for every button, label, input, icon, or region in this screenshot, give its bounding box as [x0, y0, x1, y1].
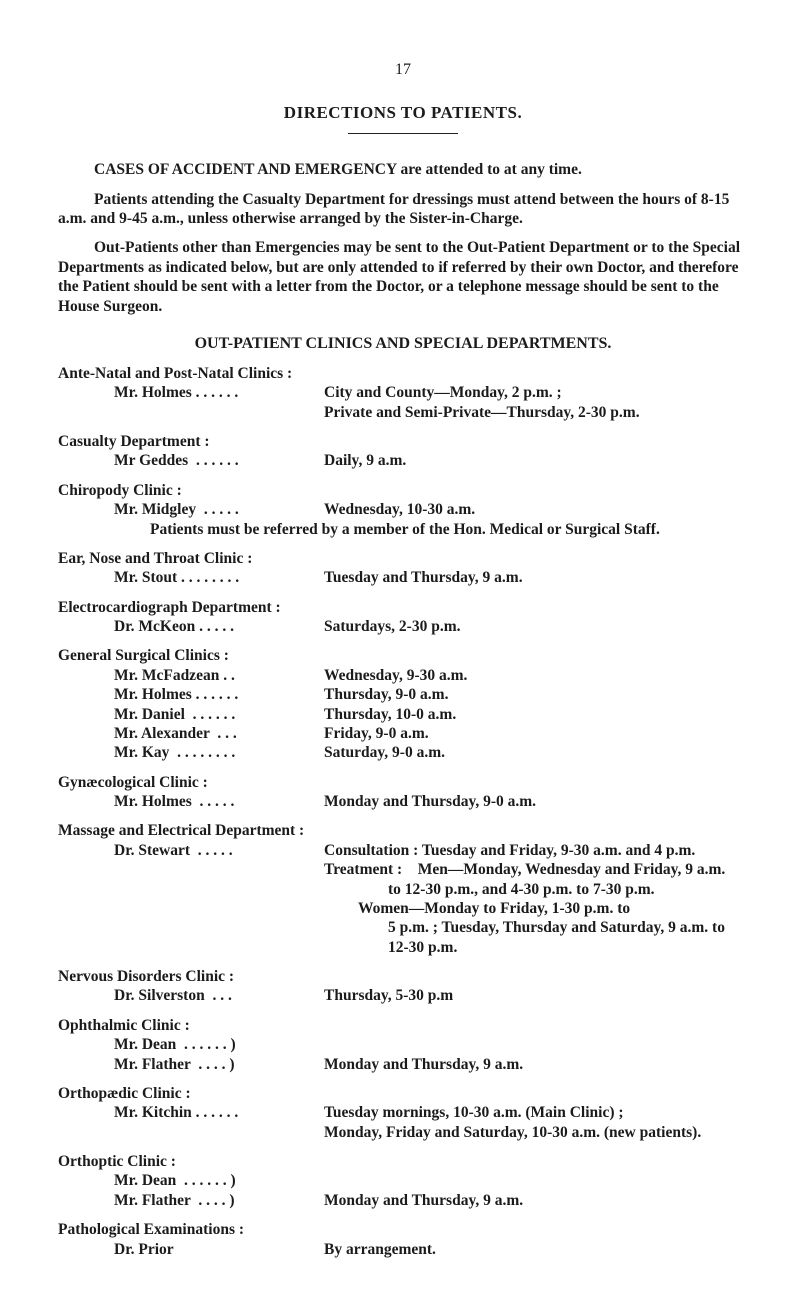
orthoptic-head: Orthoptic Clinic :	[58, 1152, 748, 1171]
gyn-val: Monday and Thursday, 9-0 a.m.	[324, 792, 748, 811]
page-number: 17	[58, 60, 748, 80]
chiropody-note: Patients must be referred by a member of…	[58, 520, 748, 539]
ante-val2: Private and Semi-Private—Thursday, 2-30 …	[324, 403, 748, 422]
ante-name: Mr. Holmes . . . . . .	[58, 383, 324, 402]
ortho-row2: Monday, Friday and Saturday, 10-30 a.m. …	[58, 1123, 748, 1142]
electro-name: Dr. McKeon . . . . .	[58, 617, 324, 636]
nervous-row: Dr. Silverston . . . Thursday, 5-30 p.m	[58, 986, 748, 1005]
gyn-name: Mr. Holmes . . . . .	[58, 792, 324, 811]
general-head: General Surgical Clinics :	[58, 646, 748, 665]
path-row: Dr. Prior By arrangement.	[58, 1240, 748, 1259]
casualty-row: Mr Geddes . . . . . . Daily, 9 a.m.	[58, 451, 748, 470]
ortho-head: Orthopædic Clinic :	[58, 1084, 748, 1103]
massage-spacer1	[58, 860, 324, 879]
massage-t2b: 5 p.m. ; Tuesday, Thursday and Saturday,…	[58, 918, 748, 957]
ortho-spacer	[58, 1123, 324, 1142]
oph-row2: Mr. Flather . . . . ) Monday and Thursda…	[58, 1055, 748, 1074]
ante-row: Mr. Holmes . . . . . . City and County—M…	[58, 383, 748, 402]
general-name-1: Mr. Holmes . . . . . .	[58, 685, 324, 704]
massage-c-label: Consultation :	[324, 842, 418, 859]
para-cases-of-accident: CASES OF ACCIDENT AND EMERGENCY are atte…	[58, 160, 748, 179]
chiropody-row: Mr. Midgley . . . . . Wednesday, 10-30 a…	[58, 500, 748, 519]
ante-row2: Private and Semi-Private—Thursday, 2-30 …	[58, 403, 748, 422]
massage-name: Dr. Stewart . . . . .	[58, 841, 324, 860]
oph-head: Ophthalmic Clinic :	[58, 1016, 748, 1035]
general-row-4: Mr. Kay . . . . . . . . Saturday, 9-0 a.…	[58, 743, 748, 762]
massage-t1: Men—Monday, Wednesday and Friday, 9 a.m.	[418, 861, 726, 878]
general-name-0: Mr. McFadzean . .	[58, 666, 324, 685]
orthoptic-val: Monday and Thursday, 9 a.m.	[324, 1191, 748, 1210]
orthoptic-flather: Mr. Flather . . . . )	[58, 1191, 324, 1210]
massage-t2: Women—Monday to Friday, 1-30 p.m. to	[58, 899, 748, 918]
ortho-val2: Monday, Friday and Saturday, 10-30 a.m. …	[324, 1123, 748, 1142]
general-row-2: Mr. Daniel . . . . . . Thursday, 10-0 a.…	[58, 705, 748, 724]
massage-t-label: Treatment :	[324, 861, 402, 878]
casualty-name: Mr Geddes . . . . . .	[58, 451, 324, 470]
oph-dean: Mr. Dean . . . . . . )	[58, 1035, 324, 1054]
general-val-1: Thursday, 9-0 a.m.	[324, 685, 748, 704]
ante-val1: City and County—Monday, 2 p.m. ;	[324, 383, 748, 402]
ear-name: Mr. Stout . . . . . . . .	[58, 568, 324, 587]
title-rule	[348, 133, 458, 134]
para-casualty-dressings: Patients attending the Casualty Departme…	[58, 190, 748, 229]
ortho-val1: Tuesday mornings, 10-30 a.m. (Main Clini…	[324, 1103, 748, 1122]
massage-row1: Dr. Stewart . . . . . Consultation : Tue…	[58, 841, 748, 860]
general-row-1: Mr. Holmes . . . . . . Thursday, 9-0 a.m…	[58, 685, 748, 704]
ear-head: Ear, Nose and Throat Clinic :	[58, 549, 748, 568]
orthoptic-row2: Mr. Flather . . . . ) Monday and Thursda…	[58, 1191, 748, 1210]
general-val-2: Thursday, 10-0 a.m.	[324, 705, 748, 724]
massage-head: Massage and Electrical Department :	[58, 821, 748, 840]
massage-treatment-line1: Treatment : Men—Monday, Wednesday and Fr…	[324, 860, 748, 879]
section-title: OUT-PATIENT CLINICS AND SPECIAL DEPARTME…	[58, 334, 748, 354]
massage-t1b: to 12-30 p.m., and 4-30 p.m. to 7-30 p.m…	[58, 880, 748, 899]
oph-flather: Mr. Flather . . . . )	[58, 1055, 324, 1074]
oph-empty	[324, 1035, 748, 1054]
para-outpatients: Out-Patients other than Emergencies may …	[58, 238, 748, 316]
chiropody-val: Wednesday, 10-30 a.m.	[324, 500, 748, 519]
general-name-4: Mr. Kay . . . . . . . .	[58, 743, 324, 762]
general-val-0: Wednesday, 9-30 a.m.	[324, 666, 748, 685]
electro-row: Dr. McKeon . . . . . Saturdays, 2-30 p.m…	[58, 617, 748, 636]
nervous-name: Dr. Silverston . . .	[58, 986, 324, 1005]
general-name-3: Mr. Alexander . . .	[58, 724, 324, 743]
massage-c-val: Tuesday and Friday, 9-30 a.m. and 4 p.m.	[422, 842, 695, 859]
casualty-val: Daily, 9 a.m.	[324, 451, 748, 470]
oph-row1: Mr. Dean . . . . . . )	[58, 1035, 748, 1054]
general-row-3: Mr. Alexander . . . Friday, 9-0 a.m.	[58, 724, 748, 743]
orthoptic-row1: Mr. Dean . . . . . . )	[58, 1171, 748, 1190]
general-val-3: Friday, 9-0 a.m.	[324, 724, 748, 743]
gyn-row: Mr. Holmes . . . . . Monday and Thursday…	[58, 792, 748, 811]
oph-val: Monday and Thursday, 9 a.m.	[324, 1055, 748, 1074]
chiropody-name: Mr. Midgley . . . . .	[58, 500, 324, 519]
main-title: DIRECTIONS TO PATIENTS.	[58, 102, 748, 123]
chiropody-head: Chiropody Clinic :	[58, 481, 748, 500]
ear-row: Mr. Stout . . . . . . . . Tuesday and Th…	[58, 568, 748, 587]
electro-val: Saturdays, 2-30 p.m.	[324, 617, 748, 636]
path-head: Pathological Examinations :	[58, 1220, 748, 1239]
general-name-2: Mr. Daniel . . . . . .	[58, 705, 324, 724]
ortho-name: Mr. Kitchin . . . . . .	[58, 1103, 324, 1122]
orthoptic-dean: Mr. Dean . . . . . . )	[58, 1171, 324, 1190]
electro-head: Electrocardiograph Department :	[58, 598, 748, 617]
orthoptic-empty	[324, 1171, 748, 1190]
casualty-head: Casualty Department :	[58, 432, 748, 451]
ortho-row1: Mr. Kitchin . . . . . . Tuesday mornings…	[58, 1103, 748, 1122]
nervous-head: Nervous Disorders Clinic :	[58, 967, 748, 986]
ear-val: Tuesday and Thursday, 9 a.m.	[324, 568, 748, 587]
general-val-4: Saturday, 9-0 a.m.	[324, 743, 748, 762]
path-val: By arrangement.	[324, 1240, 748, 1259]
massage-consult: Consultation : Tuesday and Friday, 9-30 …	[324, 841, 748, 860]
massage-row2: Treatment : Men—Monday, Wednesday and Fr…	[58, 860, 748, 879]
path-name: Dr. Prior	[58, 1240, 324, 1259]
ante-spacer	[58, 403, 324, 422]
general-row-0: Mr. McFadzean . . Wednesday, 9-30 a.m.	[58, 666, 748, 685]
gyn-head: Gynæcological Clinic :	[58, 773, 748, 792]
ante-natal-head: Ante-Natal and Post-Natal Clinics :	[58, 364, 748, 383]
document-page: 17 DIRECTIONS TO PATIENTS. CASES OF ACCI…	[0, 0, 800, 1302]
nervous-val: Thursday, 5-30 p.m	[324, 986, 748, 1005]
